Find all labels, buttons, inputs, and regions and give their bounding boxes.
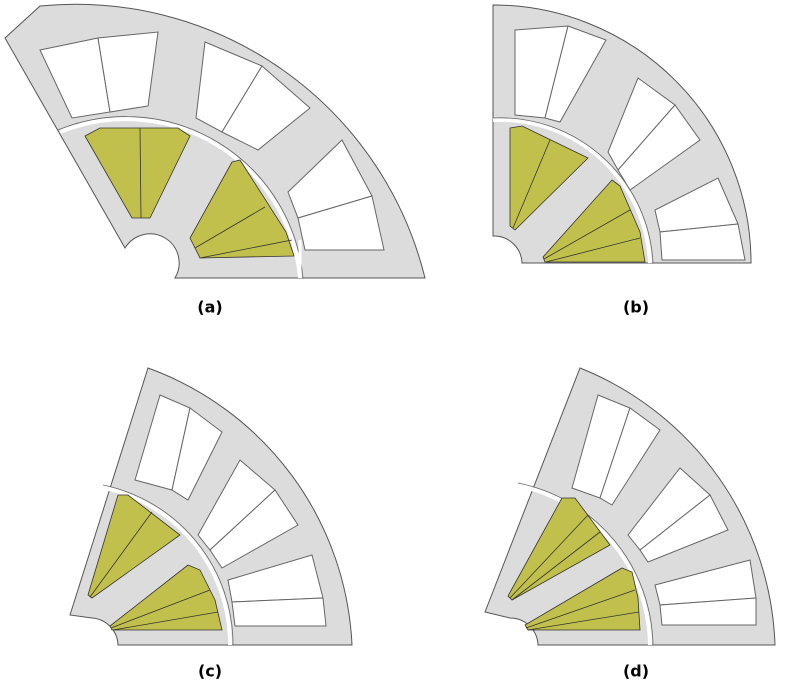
- panel-label: (a): [197, 298, 222, 317]
- panel-label: (c): [198, 662, 222, 681]
- panel-label: (d): [623, 662, 649, 681]
- motor-c: [69, 367, 353, 646]
- motor-b: [492, 4, 752, 264]
- motor-a: [4, 3, 426, 279]
- panel-label: (b): [623, 298, 649, 317]
- motor-d: [484, 367, 776, 646]
